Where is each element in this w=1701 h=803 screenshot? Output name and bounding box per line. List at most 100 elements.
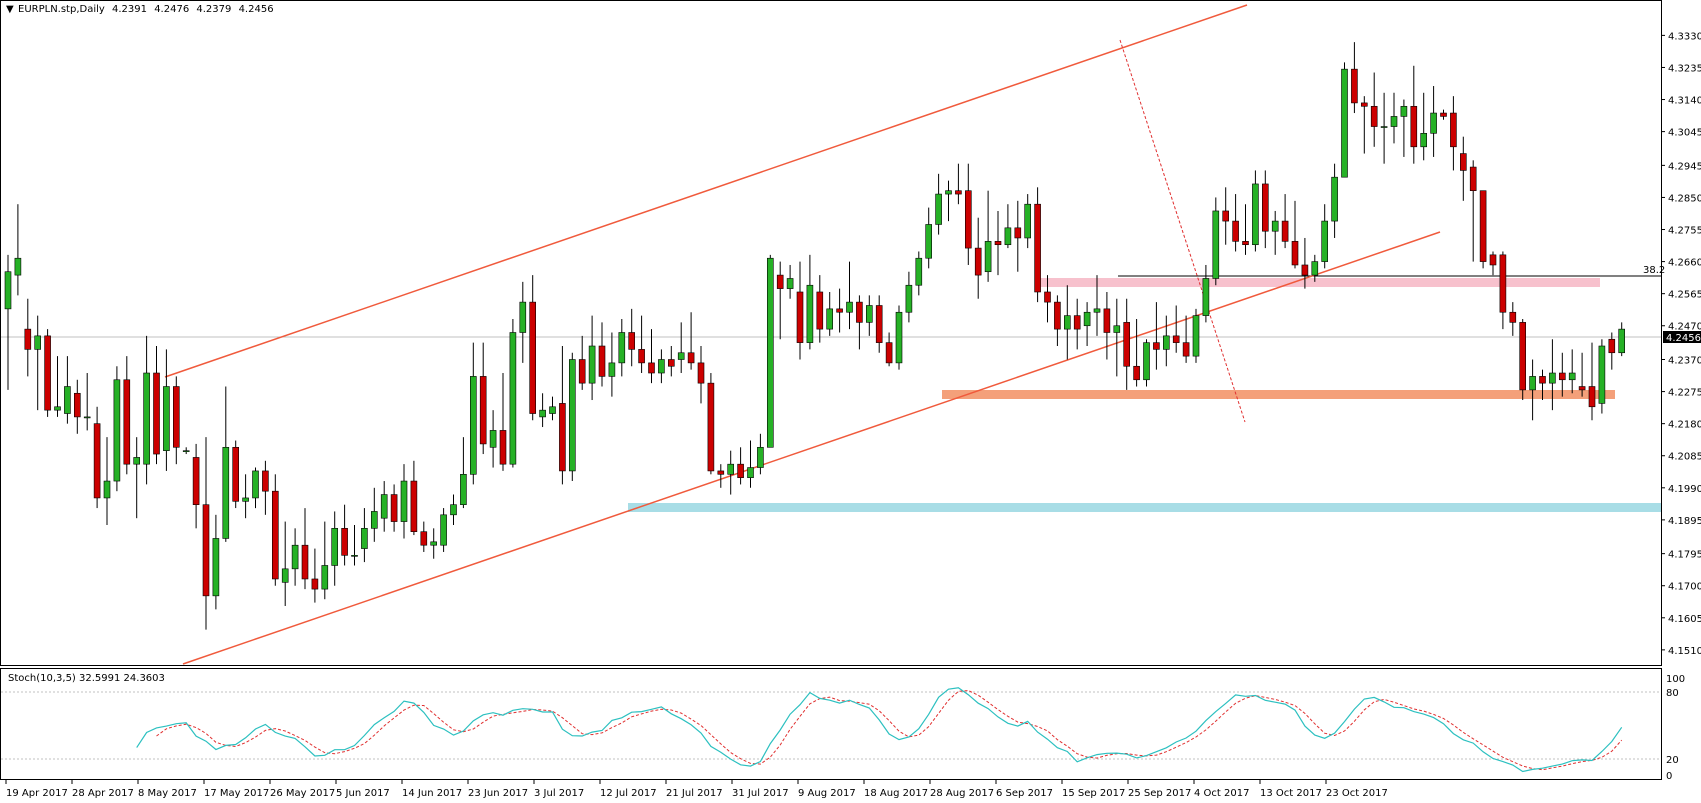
candle-bear — [499, 430, 507, 465]
time-tick-label: 8 May 2017 — [138, 788, 197, 799]
candle-bull — [895, 311, 903, 364]
stoch-signal-line — [156, 689, 1623, 771]
candle-bear — [1281, 220, 1289, 242]
candle-bull — [1143, 342, 1150, 381]
candle-bear — [578, 359, 586, 384]
time-tick-label: 23 Oct 2017 — [1326, 788, 1388, 799]
candle-bull — [786, 278, 794, 289]
candle-bull — [1400, 105, 1408, 117]
time-tick-label: 28 Aug 2017 — [930, 788, 994, 799]
price-tick-label: 4.3235 — [1668, 63, 1701, 74]
candle-bull — [935, 193, 942, 225]
candle-bull — [905, 284, 913, 313]
candle-bull — [1331, 176, 1338, 222]
current-price-tag — [1663, 331, 1701, 343]
candle-bull — [757, 446, 764, 468]
channel-lower-line — [182, 231, 1441, 665]
candle-bear — [74, 392, 81, 418]
candle-bull — [766, 257, 774, 448]
candle-bear — [410, 480, 418, 533]
time-tick-label: 19 Apr 2017 — [6, 788, 68, 799]
symbol-dropdown-icon[interactable]: ▼ — [6, 4, 14, 15]
price-tick-label: 4.1990 — [1668, 484, 1701, 495]
price-tick-label: 4.1605 — [1668, 614, 1701, 625]
candle-bull — [826, 308, 834, 330]
candle-bull — [331, 528, 339, 566]
price-tick-label: 4.2085 — [1668, 452, 1701, 463]
candle-bull — [64, 386, 71, 414]
candle-bull — [440, 514, 447, 546]
symbol-header: EURPLN.stp,Daily 4.2391 4.2476 4.2379 4.… — [18, 4, 274, 15]
low-value: 4.2379 — [196, 4, 231, 15]
candle-bull — [252, 470, 259, 499]
time-tick-label: 3 Jul 2017 — [534, 788, 584, 799]
candle-bull — [1568, 372, 1576, 381]
candle-bear — [1489, 254, 1497, 266]
candle-bear — [1578, 386, 1586, 391]
candle-bull — [1271, 220, 1279, 232]
candle-bear — [341, 528, 348, 556]
time-tick-label: 9 Aug 2017 — [798, 788, 856, 799]
candle-bear — [955, 190, 962, 195]
candle-bear — [1232, 220, 1239, 242]
candle-bull — [1430, 112, 1437, 134]
open-value: 4.2391 — [112, 4, 147, 15]
price-tick-label: 4.1795 — [1668, 550, 1701, 561]
candle-bear — [1588, 386, 1596, 408]
candle-bear — [667, 359, 675, 367]
candle-bear — [420, 531, 428, 546]
price-tick-label: 4.1510 — [1668, 646, 1701, 657]
time-tick-label: 21 Jul 2017 — [666, 788, 723, 799]
candle-bull — [222, 446, 230, 539]
candle-bear — [776, 274, 784, 289]
candle-bear — [598, 345, 606, 377]
candle-bear — [994, 241, 1002, 246]
price-tick-label: 4.2850 — [1668, 193, 1701, 204]
price-tick-label: 4.3140 — [1668, 96, 1701, 107]
candle-bear — [1450, 112, 1457, 148]
candle-bear — [1361, 102, 1368, 107]
candle-bear — [232, 446, 239, 502]
candle-bear — [24, 328, 32, 350]
candle-bull — [1093, 308, 1101, 313]
candle-bull — [54, 406, 61, 411]
candle-bear — [737, 463, 744, 478]
candle-bull — [14, 257, 22, 276]
candle-bear — [311, 578, 319, 590]
candle-bull — [618, 332, 626, 364]
candle-bull — [1212, 210, 1220, 279]
candle-bear — [717, 470, 725, 475]
candle-bear — [1370, 105, 1378, 127]
candle-bull — [83, 416, 91, 419]
candle-bull — [727, 463, 735, 475]
candle-bear — [1519, 322, 1526, 391]
candle-bull — [945, 190, 952, 195]
price-tick-label: 4.2660 — [1668, 258, 1701, 269]
candle-bear — [44, 335, 51, 411]
candle-bear — [628, 332, 636, 350]
candle-bull — [1192, 315, 1200, 357]
candle-bull — [1252, 183, 1259, 246]
candle-bull — [519, 301, 527, 333]
candle-bull — [1004, 227, 1012, 246]
candle-bear — [1440, 112, 1447, 117]
candle-bear — [1559, 372, 1566, 381]
candle-bear — [1073, 315, 1081, 330]
candle-bull — [1380, 126, 1388, 128]
candle-bull — [1598, 345, 1606, 404]
candle-bear — [301, 544, 309, 580]
candle-bull — [351, 555, 358, 557]
time-tick-label: 31 Jul 2017 — [732, 788, 789, 799]
candles-layer — [4, 42, 1625, 630]
candle-bear — [192, 457, 200, 505]
candle-bull — [1024, 203, 1031, 239]
candle-bear — [964, 190, 972, 249]
candle-bull — [509, 332, 517, 465]
cyan-zone — [628, 503, 1661, 512]
candle-bull — [370, 511, 378, 529]
stoch-panel-frame — [0, 668, 1662, 780]
candle-bull — [113, 379, 121, 482]
candle-bear — [529, 301, 537, 414]
stoch-main-line — [136, 687, 1623, 773]
